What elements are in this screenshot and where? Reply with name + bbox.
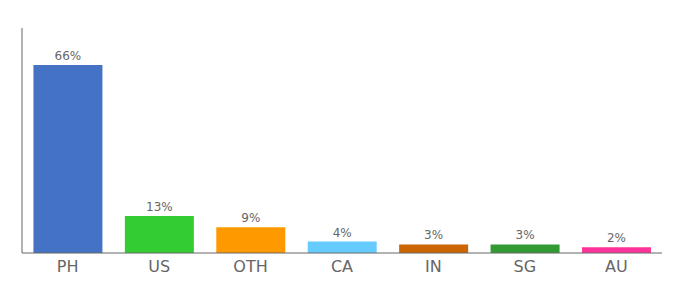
svg-text:9%: 9% [241, 211, 260, 225]
svg-text:2%: 2% [607, 231, 626, 245]
svg-text:AU: AU [605, 257, 628, 276]
svg-text:3%: 3% [424, 228, 443, 242]
svg-text:PH: PH [57, 257, 79, 276]
svg-text:3%: 3% [516, 228, 535, 242]
svg-text:13%: 13% [146, 200, 173, 214]
svg-text:4%: 4% [333, 226, 352, 240]
svg-text:66%: 66% [55, 49, 82, 63]
svg-text:SG: SG [514, 257, 537, 276]
svg-text:CA: CA [331, 257, 353, 276]
svg-text:US: US [148, 257, 170, 276]
svg-text:OTH: OTH [233, 257, 267, 276]
svg-text:IN: IN [425, 257, 442, 276]
